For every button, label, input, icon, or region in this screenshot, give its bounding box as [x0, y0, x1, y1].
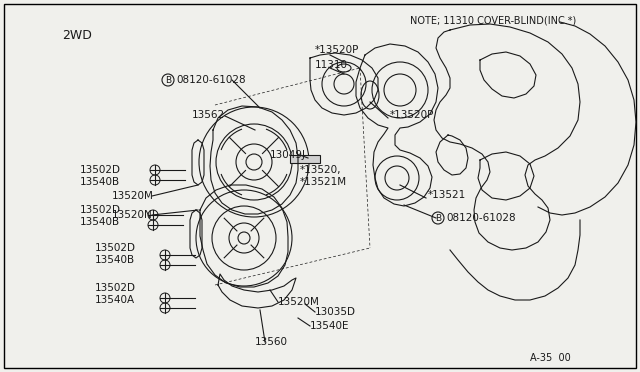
Text: 13540B: 13540B — [80, 177, 120, 187]
Text: 13049J: 13049J — [270, 150, 306, 160]
Text: 13502D: 13502D — [95, 243, 136, 253]
Text: *13520P: *13520P — [315, 45, 360, 55]
Text: 13035D: 13035D — [315, 307, 356, 317]
Text: NOTE; 11310 COVER-BLIND(INC.*): NOTE; 11310 COVER-BLIND(INC.*) — [410, 15, 576, 25]
Bar — [290, 155, 320, 163]
Text: 13502D: 13502D — [80, 205, 121, 215]
Text: 13540A: 13540A — [95, 295, 135, 305]
Text: 13520M: 13520M — [278, 297, 320, 307]
Text: 13562: 13562 — [192, 110, 225, 120]
Text: 13540B: 13540B — [95, 255, 135, 265]
Text: A-35  00: A-35 00 — [530, 353, 571, 363]
Text: 13540E: 13540E — [310, 321, 349, 331]
Text: 13560: 13560 — [255, 337, 288, 347]
Text: 13540B: 13540B — [80, 217, 120, 227]
Text: *13520P: *13520P — [390, 110, 435, 120]
Text: 2WD: 2WD — [62, 29, 92, 42]
Text: *13521M: *13521M — [300, 177, 347, 187]
Text: 08120-61028: 08120-61028 — [446, 213, 516, 223]
Text: 13520N: 13520N — [112, 210, 153, 220]
Text: B: B — [165, 76, 171, 84]
Text: 11310: 11310 — [315, 60, 348, 70]
Text: 13520M: 13520M — [112, 191, 154, 201]
Text: 08120-61028: 08120-61028 — [176, 75, 246, 85]
Text: 13502D: 13502D — [95, 283, 136, 293]
Text: *13521: *13521 — [428, 190, 467, 200]
Text: B: B — [435, 214, 441, 222]
Text: *13520,: *13520, — [300, 165, 342, 175]
Text: 13502D: 13502D — [80, 165, 121, 175]
